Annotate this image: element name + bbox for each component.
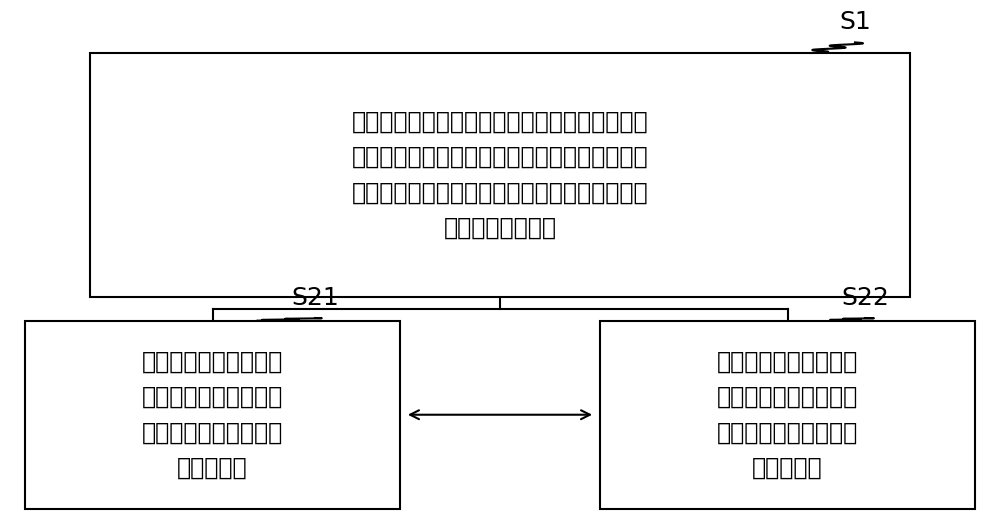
FancyBboxPatch shape	[600, 321, 975, 509]
Text: S1: S1	[839, 11, 871, 34]
Text: S21: S21	[291, 286, 339, 310]
FancyBboxPatch shape	[90, 53, 910, 297]
Text: 第二终端设备以主动方
式确定校验信息，通知
用户与校验信息所对应
的物理动作: 第二终端设备以主动方 式确定校验信息，通知 用户与校验信息所对应 的物理动作	[142, 350, 283, 480]
Text: S22: S22	[841, 286, 889, 310]
Text: 在至少一个第一终端设备与第二终端设备之间配
置中继端，以通过所述中继端在所述第一终端设
备及所述第二终端设备建立匹配关系之前形成相
互隔离的逻辑信道: 在至少一个第一终端设备与第二终端设备之间配 置中继端，以通过所述中继端在所述第一…	[352, 110, 648, 240]
FancyBboxPatch shape	[25, 321, 400, 509]
Text: 第二终端设备以被动方
式确定校验信息，通知
用户与校验信息所对应
的物理动作: 第二终端设备以被动方 式确定校验信息，通知 用户与校验信息所对应 的物理动作	[717, 350, 858, 480]
